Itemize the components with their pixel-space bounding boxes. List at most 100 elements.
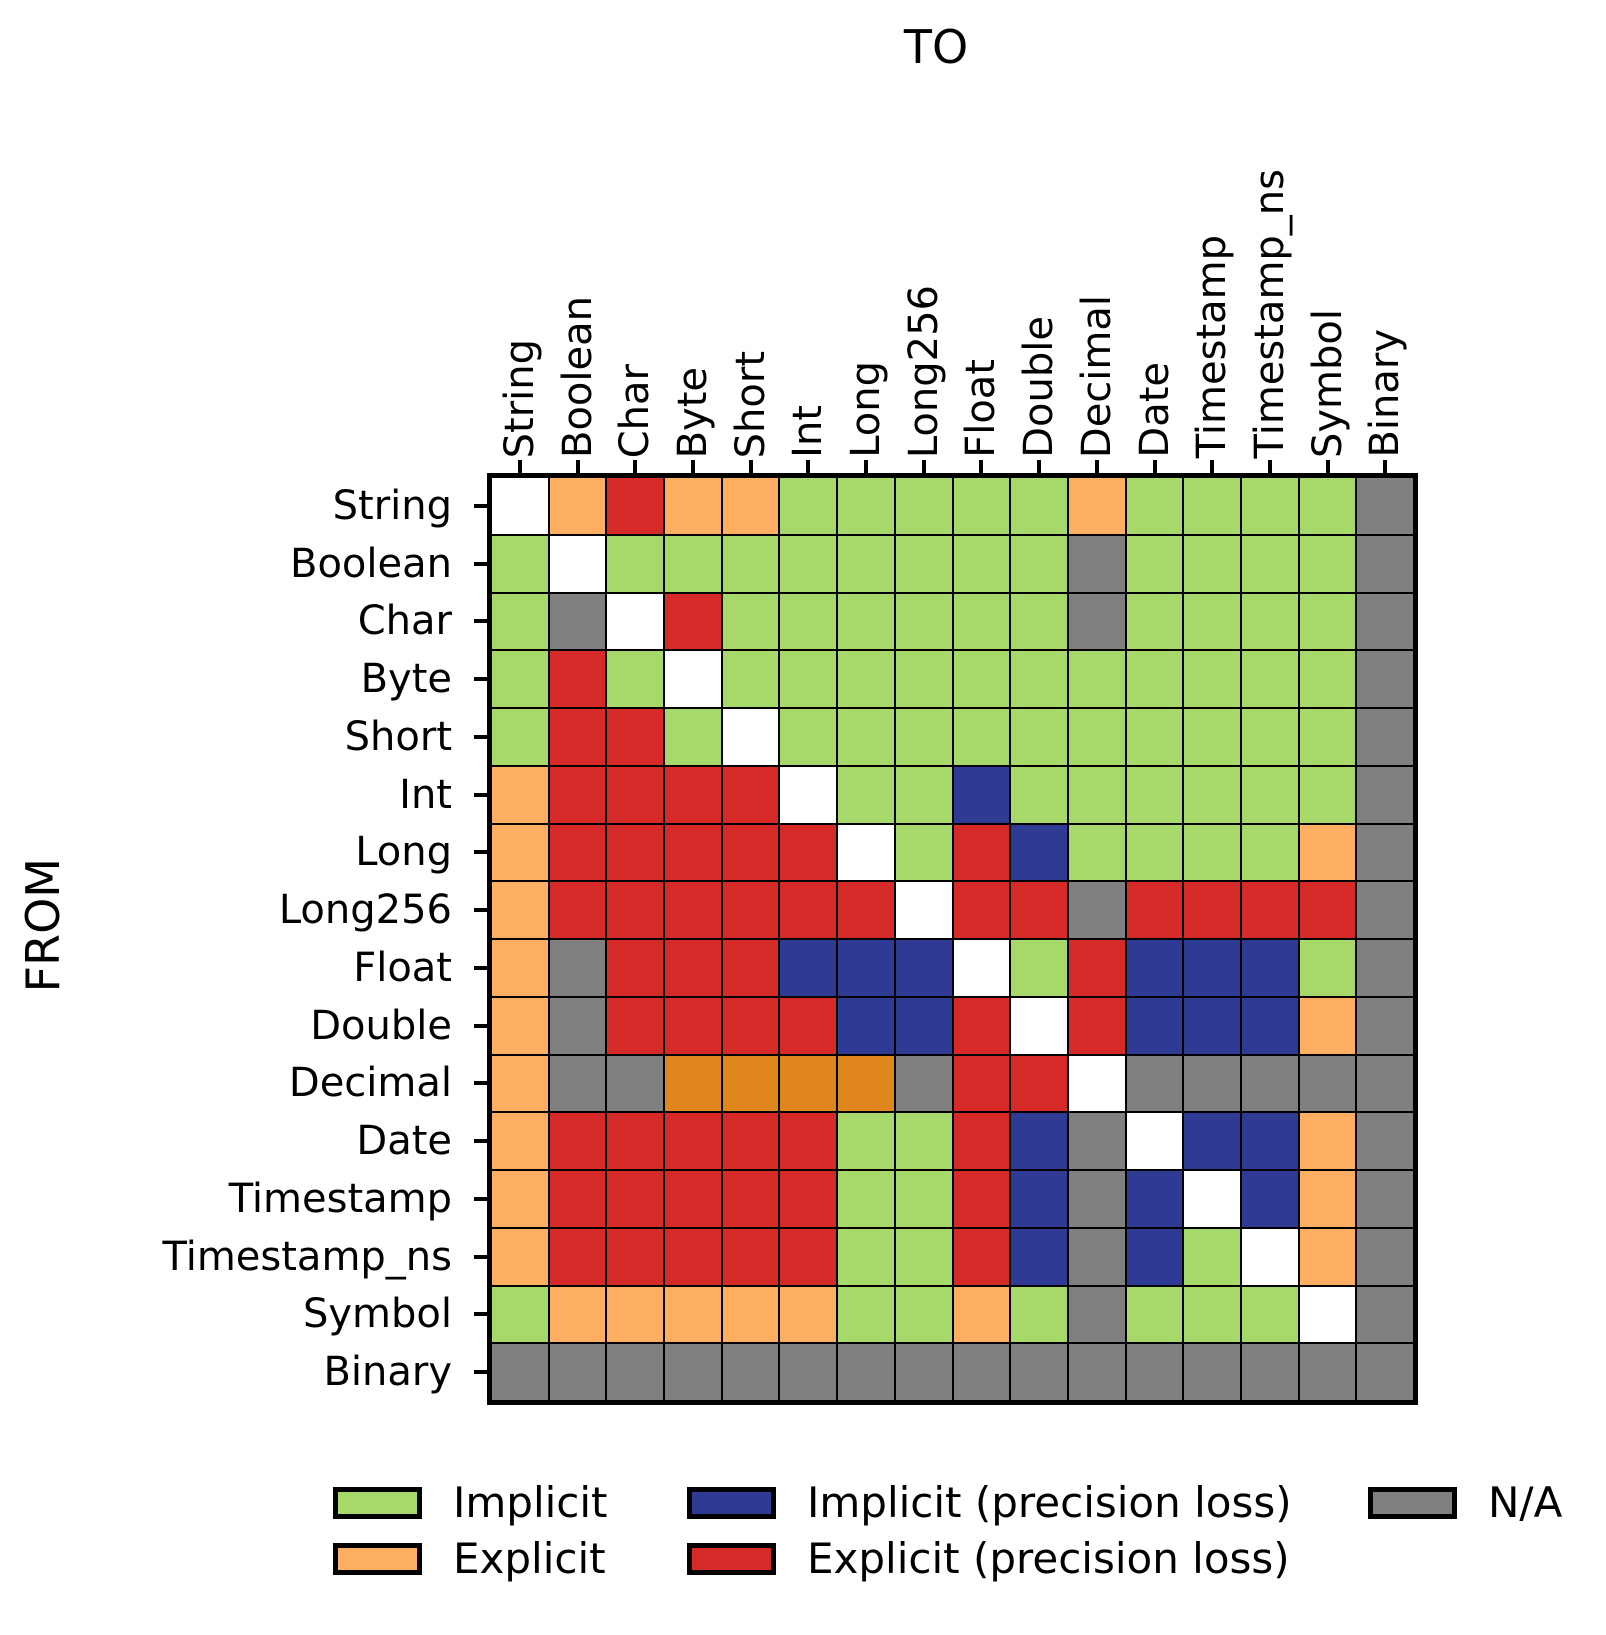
cell-Long256-to-Boolean [548,881,607,939]
row-label-Float: Float [353,944,452,991]
cell-Byte-to-Symbol [1298,650,1357,708]
cell-Short-to-Timestamp [1183,708,1241,766]
y-tick [474,677,487,682]
y-tick [474,619,487,624]
cell-Timestamp_ns-to-Float [952,1227,1011,1286]
y-tick [474,1254,487,1259]
legend-swatch-I [333,1487,422,1519]
cell-Byte-to-String [491,650,549,708]
cell-Decimal-to-Symbol [1298,1054,1357,1113]
cell-Timestamp_ns-to-Timestamp_ns [1240,1227,1299,1286]
cell-Decimal-to-Date [1125,1054,1184,1113]
cell-Short-to-Binary [1356,708,1414,766]
cell-Long256-to-Timestamp_ns [1240,881,1299,939]
cell-Char-to-String [491,592,549,651]
x-axis-title: TO [903,20,969,74]
cell-Symbol-to-String [491,1285,549,1344]
col-label-Long256: Long256 [900,284,947,458]
cell-Byte-to-Decimal [1067,650,1126,708]
cell-Timestamp-to-Timestamp [1183,1170,1241,1228]
cell-Timestamp_ns-to-Date [1125,1227,1184,1286]
cell-Double-to-Long256 [894,996,953,1055]
cell-Binary-to-Boolean [548,1343,607,1401]
cell-Binary-to-Float [952,1343,1011,1401]
cell-String-to-Char [606,477,665,535]
cell-Long-to-Binary [1356,823,1414,882]
cell-Decimal-to-Timestamp_ns [1240,1054,1299,1113]
cell-Double-to-Float [952,996,1011,1055]
cell-Boolean-to-Date [1125,534,1184,593]
row-label-Char: Char [357,598,452,645]
cell-Char-to-Double [1010,592,1068,651]
cell-Symbol-to-Long256 [894,1285,953,1344]
cell-Timestamp_ns-to-Long256 [894,1227,953,1286]
cell-Binary-to-Timestamp [1183,1343,1241,1401]
y-tick [474,908,487,913]
cell-Symbol-to-Timestamp [1183,1285,1241,1344]
cell-Int-to-Decimal [1067,765,1126,824]
row-label-String: String [332,482,452,529]
cell-Decimal-to-Char [606,1054,665,1113]
cell-Int-to-Long [837,765,895,824]
cell-Double-to-Byte [664,996,722,1055]
cell-Long-to-Symbol [1298,823,1357,882]
x-tick [1383,460,1388,473]
cell-Float-to-Timestamp_ns [1240,939,1299,997]
cell-Symbol-to-Double [1010,1285,1068,1344]
cell-Date-to-Char [606,1112,665,1170]
cell-Timestamp_ns-to-Char [606,1227,665,1286]
x-tick [633,460,638,473]
cell-String-to-Long [837,477,895,535]
cell-Long-to-Long256 [894,823,953,882]
cell-Symbol-to-Timestamp_ns [1240,1285,1299,1344]
row-label-Boolean: Boolean [290,540,452,587]
cell-Binary-to-Byte [664,1343,722,1401]
cell-Long256-to-Binary [1356,881,1414,939]
row-label-Byte: Byte [360,656,452,703]
cell-Short-to-Short [721,708,780,766]
cell-Timestamp_ns-to-Symbol [1298,1227,1357,1286]
cell-Short-to-Int [779,708,838,766]
cell-Char-to-Long [837,592,895,651]
cell-Timestamp-to-Decimal [1067,1170,1126,1228]
cell-Double-to-String [491,996,549,1055]
cell-Float-to-Short [721,939,780,997]
cell-Long256-to-Float [952,881,1011,939]
cell-Float-to-Char [606,939,665,997]
y-tick [474,965,487,970]
cell-Decimal-to-Int [779,1054,838,1113]
cell-Timestamp-to-Char [606,1170,665,1228]
cell-Int-to-Date [1125,765,1184,824]
cell-Timestamp-to-Float [952,1170,1011,1228]
cell-Float-to-Symbol [1298,939,1357,997]
col-label-Float: Float [958,359,1005,458]
cell-Symbol-to-Symbol [1298,1285,1357,1344]
cell-Boolean-to-Byte [664,534,722,593]
cell-Short-to-Symbol [1298,708,1357,766]
cell-Boolean-to-Binary [1356,534,1414,593]
cell-Double-to-Date [1125,996,1184,1055]
cell-Char-to-Byte [664,592,722,651]
x-tick [1094,460,1099,473]
y-tick [474,1312,487,1317]
y-tick [474,1139,487,1144]
legend-swatch-EP [687,1543,776,1575]
cell-Float-to-Long [837,939,895,997]
cell-Decimal-to-Long256 [894,1054,953,1113]
y-tick [474,1196,487,1201]
x-tick [575,460,580,473]
row-label-Binary: Binary [323,1349,452,1396]
cell-Timestamp_ns-to-Short [721,1227,780,1286]
cell-Symbol-to-Date [1125,1285,1184,1344]
cell-Char-to-Long256 [894,592,953,651]
cell-String-to-Float [952,477,1011,535]
cell-Long256-to-Date [1125,881,1184,939]
cell-Binary-to-Short [721,1343,780,1401]
cell-Short-to-Float [952,708,1011,766]
cell-Short-to-Long [837,708,895,766]
cell-Long-to-Boolean [548,823,607,882]
cell-Int-to-Float [952,765,1011,824]
cell-Symbol-to-Char [606,1285,665,1344]
cell-Decimal-to-Byte [664,1054,722,1113]
